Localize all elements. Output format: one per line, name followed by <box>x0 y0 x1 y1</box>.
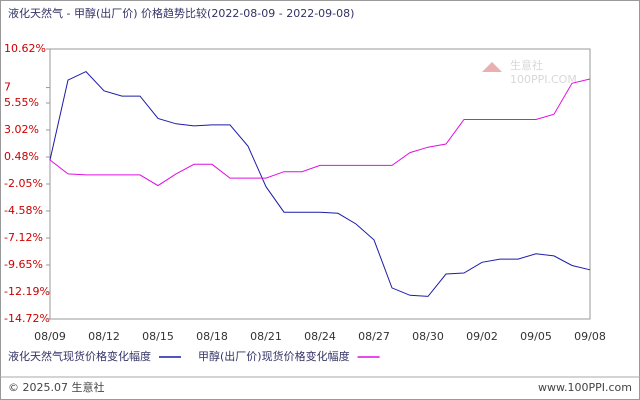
y-tick-label: 3.02% <box>4 123 39 136</box>
x-tick-label: 08/18 <box>196 330 228 343</box>
watermark-icon <box>482 62 502 72</box>
y-tick-label: -4.58% <box>4 204 43 217</box>
x-tick-label: 08/12 <box>88 330 120 343</box>
site: www.100PPI.com <box>538 381 632 394</box>
watermark-text: 生意社 <box>510 58 543 72</box>
x-tick-label: 09/02 <box>466 330 498 343</box>
x-tick-label: 09/05 <box>520 330 552 343</box>
x-tick-label: 08/30 <box>412 330 444 343</box>
x-tick-label: 09/08 <box>574 330 606 343</box>
y-tick-label: -7.12% <box>4 231 43 244</box>
y-tick-label: -14.72% <box>4 312 50 325</box>
y-tick-label: 7 <box>4 81 11 94</box>
y-tick-label: -9.65% <box>4 258 43 271</box>
y-tick-label: 10.62% <box>4 42 46 55</box>
y-tick-label: -12.19% <box>4 285 50 298</box>
series-line <box>49 70 591 297</box>
x-tick-label: 08/09 <box>34 330 66 343</box>
series-line <box>49 78 591 187</box>
x-tick-label: 08/15 <box>142 330 174 343</box>
y-tick-label: 5.55% <box>4 96 39 109</box>
legend-label: 甲醇(出厂价)现货价格变化幅度 <box>198 349 350 363</box>
x-tick-label: 08/24 <box>304 330 336 343</box>
chart-title: 液化天然气 - 甲醇(出厂价) 价格趋势比较(2022-08-09 - 2022… <box>8 6 354 20</box>
x-tick-label: 08/27 <box>358 330 390 343</box>
x-tick-label: 08/21 <box>250 330 282 343</box>
legend-label: 液化天然气现货价格变化幅度 <box>8 349 151 363</box>
watermark-sub: 100PPI.COM <box>510 73 577 86</box>
watermark: 生意社 100PPI.COM <box>482 58 577 86</box>
y-tick-label: 0.48% <box>4 150 39 163</box>
footer: © 2025.07 生意社 <box>8 380 104 394</box>
y-tick-label: -2.05% <box>4 177 43 190</box>
